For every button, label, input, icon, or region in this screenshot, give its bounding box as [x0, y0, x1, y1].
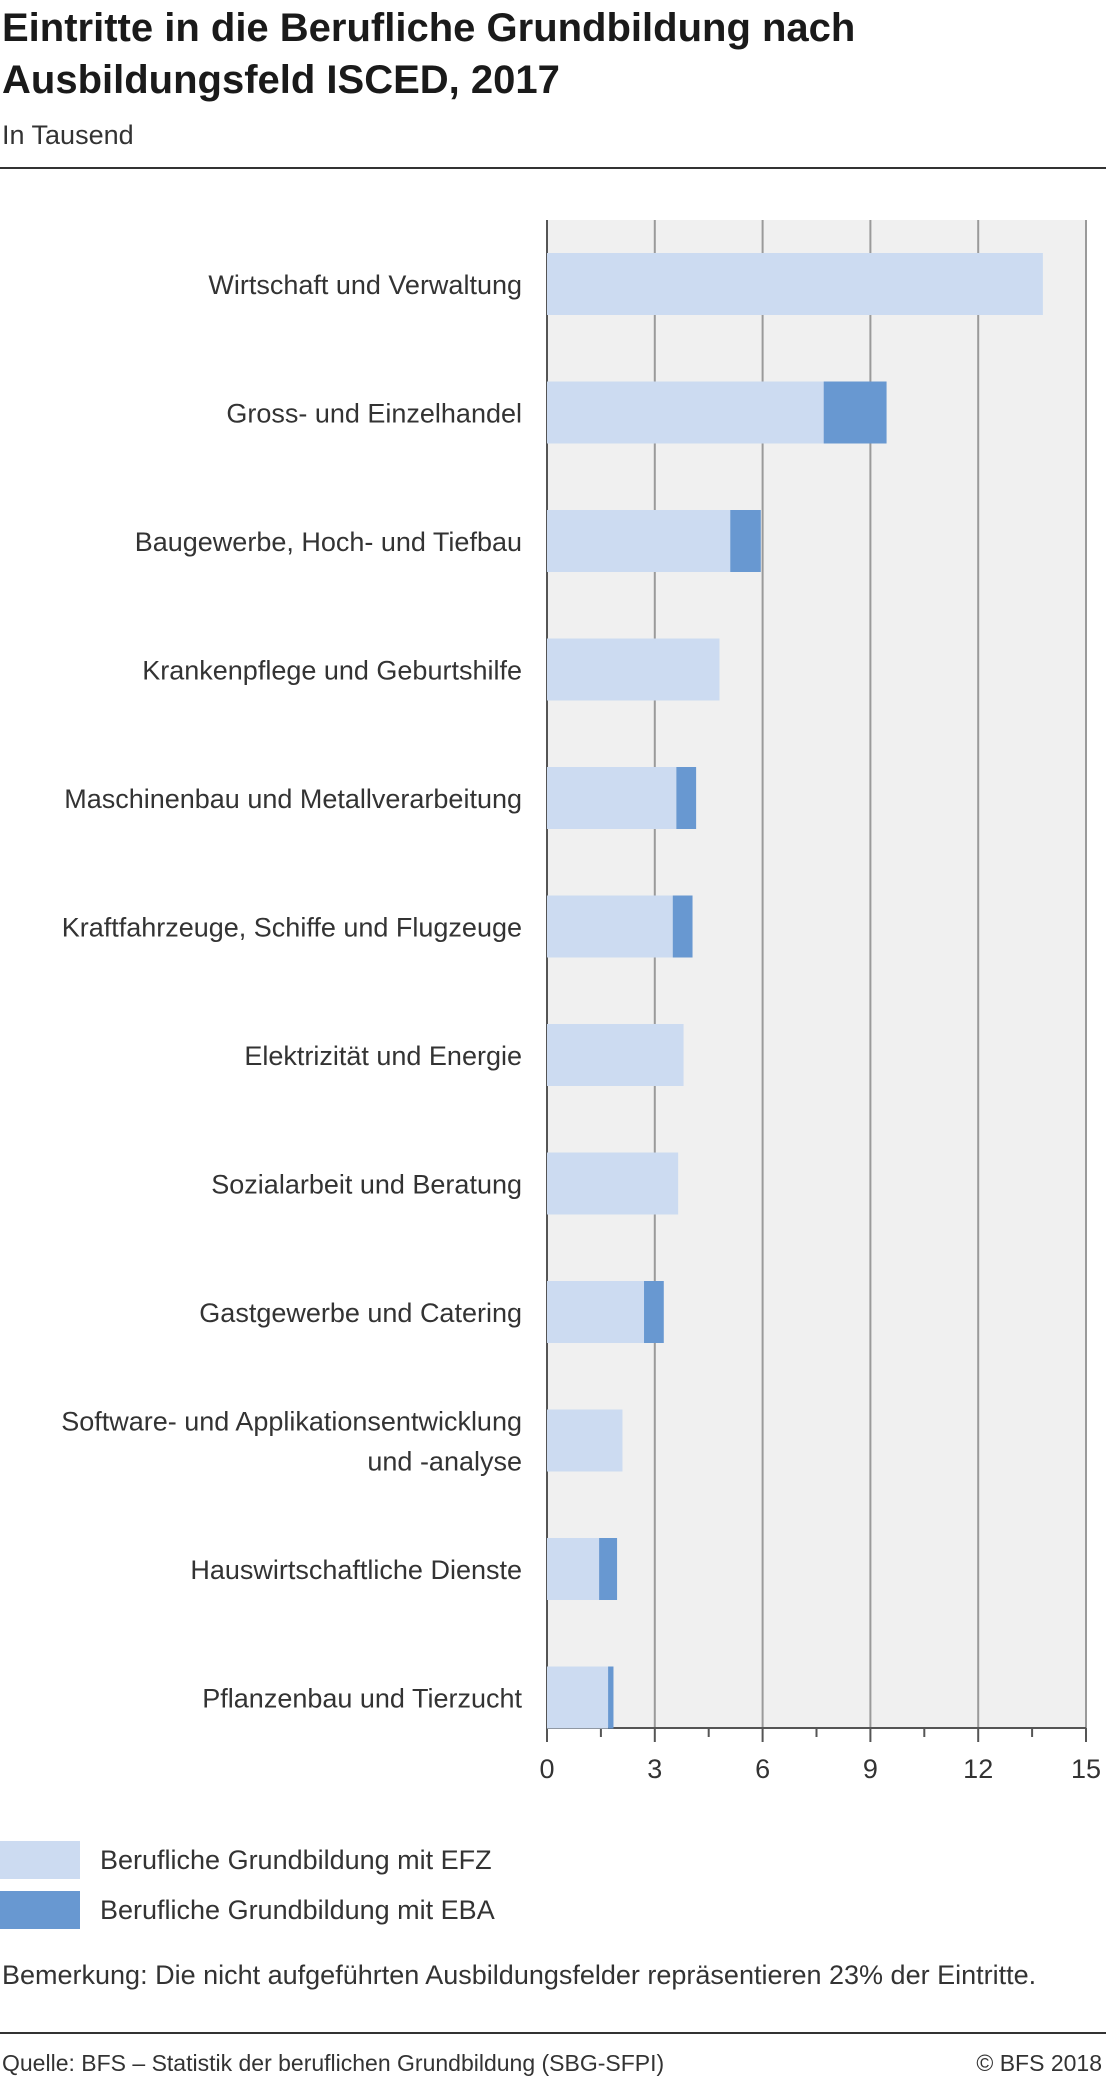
- bar-eba: [676, 767, 697, 829]
- category-label: Gross- und Einzelhandel: [226, 399, 522, 429]
- source-note: Quelle: BFS – Statistik der beruflichen …: [2, 2050, 665, 2076]
- bar-efz: [547, 1152, 679, 1215]
- top-divider: [0, 167, 1106, 169]
- bar-efz: [547, 1409, 623, 1472]
- bar-efz: [547, 510, 731, 572]
- legend-label-eba: Berufliche Grundbildung mit EBA: [100, 1894, 495, 1925]
- bar-efz: [547, 767, 677, 829]
- bottom-divider: [0, 2032, 1106, 2034]
- category-label: Wirtschaft und Verwaltung: [208, 270, 522, 300]
- bar-efz: [547, 1024, 684, 1086]
- x-tick-label: 15: [1071, 1754, 1101, 1784]
- legend-item-eba: Berufliche Grundbildung mit EBA: [0, 1891, 495, 1929]
- legend-label-efz: Berufliche Grundbildung mit EFZ: [100, 1844, 492, 1875]
- x-tick-label: 0: [539, 1754, 554, 1784]
- category-label: Sozialarbeit und Beratung: [211, 1170, 522, 1200]
- x-tick-label: 9: [863, 1754, 878, 1784]
- bar-efz: [547, 1538, 600, 1600]
- category-label: Software- und Applikationsentwicklung: [61, 1407, 522, 1437]
- x-tick-label: 3: [647, 1754, 662, 1784]
- category-label: Maschinenbau und Metallverarbeitung: [64, 784, 522, 814]
- bar-eba: [672, 895, 693, 958]
- bar-efz: [547, 381, 824, 444]
- bar-efz: [547, 1281, 645, 1343]
- bar-efz: [547, 1666, 609, 1729]
- chart-title: Eintritte in die Berufliche Grundbildung…: [2, 6, 856, 102]
- category-label: Baugewerbe, Hoch- und Tiefbau: [135, 527, 522, 557]
- category-label: Hauswirtschaftliche Dienste: [190, 1555, 522, 1585]
- footnote: Bemerkung: Die nicht aufgeführten Ausbil…: [2, 1960, 1037, 1990]
- category-label: Gastgewerbe und Catering: [199, 1298, 522, 1328]
- x-tick-label: 6: [755, 1754, 770, 1784]
- category-label: und -analyse: [367, 1447, 522, 1477]
- category-label: Elektrizität und Energie: [244, 1041, 522, 1071]
- bar-efz: [547, 638, 720, 701]
- bar-eba: [608, 1666, 614, 1729]
- category-label: Krankenpflege und Geburtshilfe: [142, 656, 522, 686]
- bar-efz: [547, 253, 1043, 315]
- bar-chart: 0 3 6 9 12 15 Wirtschaft und Verwaltung Gross- …: [61, 220, 1101, 1784]
- bar-efz: [547, 895, 673, 958]
- plot-background: [547, 220, 1086, 1728]
- category-label: Kraftfahrzeuge, Schiffe und Flugzeuge: [62, 913, 522, 943]
- chart-subtitle: In Tausend: [2, 120, 134, 150]
- bar-eba: [823, 381, 887, 444]
- legend-swatch-eba: [0, 1891, 80, 1929]
- bar-eba: [599, 1538, 618, 1600]
- bar-eba: [644, 1281, 664, 1343]
- x-tick-label: 12: [963, 1754, 993, 1784]
- copyright: © BFS 2018: [976, 2050, 1102, 2076]
- bar-eba: [730, 510, 761, 572]
- category-label: Pflanzenbau und Tierzucht: [202, 1684, 522, 1714]
- legend-item-efz: Berufliche Grundbildung mit EFZ: [0, 1841, 492, 1879]
- legend-swatch-efz: [0, 1841, 80, 1879]
